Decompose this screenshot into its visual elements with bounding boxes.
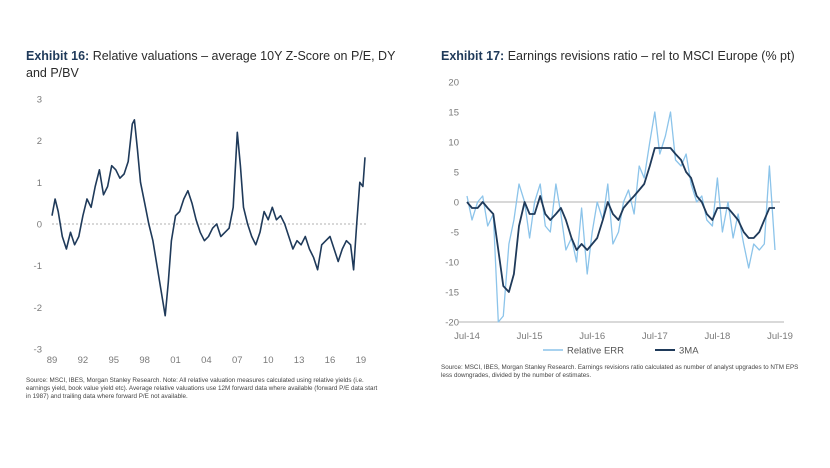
exhibit-17-number: Exhibit 17: bbox=[441, 49, 505, 63]
x-tick-label: 95 bbox=[108, 355, 119, 366]
y-tick-label: 10 bbox=[448, 138, 459, 149]
exhibit-17-title-text: Earnings revisions ratio – rel to MSCI E… bbox=[507, 49, 795, 63]
exhibit-17-title: Exhibit 17: Earnings revisions ratio – r… bbox=[441, 48, 821, 65]
y-tick-label: -2 bbox=[34, 303, 42, 314]
x-tick-label: 89 bbox=[47, 355, 58, 366]
x-tick-label: Jul-19 bbox=[767, 331, 793, 342]
x-tick-label: 16 bbox=[325, 355, 336, 366]
three-ma-series-line bbox=[466, 147, 775, 293]
exhibit-16-title-text: Relative valuations – average 10Y Z-Scor… bbox=[26, 49, 396, 80]
legend-3ma-label: 3MA bbox=[679, 346, 699, 357]
y-tick-label: 5 bbox=[454, 168, 459, 179]
x-tick-label: 04 bbox=[201, 355, 212, 366]
y-tick-label: -3 bbox=[34, 345, 42, 356]
legend-relative-err-label: Relative ERR bbox=[567, 346, 624, 357]
x-tick-label: 98 bbox=[139, 355, 150, 366]
exhibit-16-source: Source: MSCI, IBES, Morgan Stanley Resea… bbox=[26, 377, 378, 401]
y-tick-label: 2 bbox=[37, 136, 42, 147]
x-tick-label: 19 bbox=[356, 355, 367, 366]
exhibit-16-number: Exhibit 16: bbox=[26, 49, 90, 63]
exhibit-17-source: Source: MSCI, IBES, Morgan Stanley Resea… bbox=[441, 364, 799, 380]
relative-err-series-line bbox=[466, 111, 776, 323]
exhibit-17-chart: 20 15 10 5 0 -5 -10 -15 -20 Jul-14 Jul-15 Jul-16 Jul… bbox=[445, 78, 793, 357]
y-tick-label: 3 bbox=[37, 95, 42, 106]
y-tick-label: -20 bbox=[445, 318, 459, 329]
x-tick-label: Jul-18 bbox=[704, 331, 730, 342]
exhibit-17-panel: Exhibit 17: Earnings revisions ratio – r… bbox=[415, 0, 830, 468]
z-score-series-line bbox=[51, 119, 366, 317]
y-tick-label: -15 bbox=[445, 288, 459, 299]
x-tick-label: Jul-17 bbox=[642, 331, 668, 342]
y-tick-label: 0 bbox=[37, 220, 42, 231]
x-tick-label: 13 bbox=[294, 355, 305, 366]
y-tick-label: -5 bbox=[451, 228, 459, 239]
exhibit-16-title: Exhibit 16: Relative valuations – averag… bbox=[26, 48, 396, 82]
x-tick-label: Jul-15 bbox=[517, 331, 543, 342]
x-tick-label: 07 bbox=[232, 355, 243, 366]
x-tick-label: Jul-14 bbox=[454, 331, 480, 342]
y-tick-label: 15 bbox=[448, 108, 459, 119]
x-tick-label: 01 bbox=[170, 355, 181, 366]
y-tick-label: -1 bbox=[34, 261, 42, 272]
x-tick-label: 92 bbox=[78, 355, 89, 366]
exhibit-16-panel: Exhibit 16: Relative valuations – averag… bbox=[26, 48, 396, 401]
y-tick-label: 20 bbox=[448, 78, 459, 89]
y-tick-label: 1 bbox=[37, 178, 42, 189]
x-tick-label: 10 bbox=[263, 355, 274, 366]
x-tick-label: Jul-16 bbox=[579, 331, 605, 342]
y-tick-label: -10 bbox=[445, 258, 459, 269]
y-tick-label: 0 bbox=[454, 198, 459, 209]
